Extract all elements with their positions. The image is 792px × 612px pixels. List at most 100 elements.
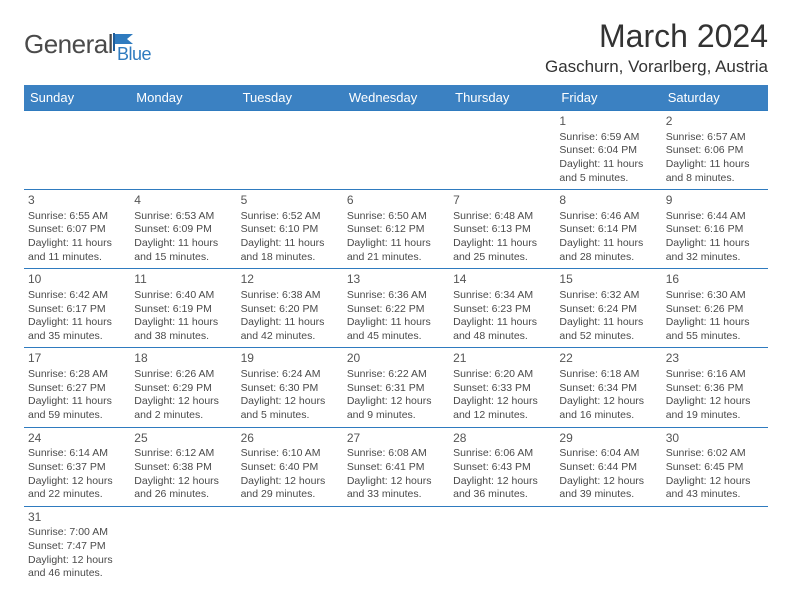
calendar-day-cell: 4Sunrise: 6:53 AMSunset: 6:09 PMDaylight… — [130, 190, 236, 269]
day-number: 28 — [453, 431, 551, 447]
sunset-text: Sunset: 6:30 PM — [241, 382, 339, 396]
sunset-text: Sunset: 6:33 PM — [453, 382, 551, 396]
sunrise-text: Sunrise: 6:40 AM — [134, 289, 232, 303]
sunrise-text: Sunrise: 6:02 AM — [666, 447, 764, 461]
day-header: Friday — [555, 85, 661, 111]
sunrise-text: Sunrise: 6:59 AM — [559, 131, 657, 145]
calendar-day-cell: 12Sunrise: 6:38 AMSunset: 6:20 PMDayligh… — [237, 269, 343, 348]
calendar-day-cell: 2Sunrise: 6:57 AMSunset: 6:06 PMDaylight… — [662, 111, 768, 190]
day-number: 23 — [666, 351, 764, 367]
daylight-text: Daylight: 12 hours and 2 minutes. — [134, 395, 232, 422]
day-header: Wednesday — [343, 85, 449, 111]
calendar-day-cell: 17Sunrise: 6:28 AMSunset: 6:27 PMDayligh… — [24, 348, 130, 427]
calendar-week-row: 1Sunrise: 6:59 AMSunset: 6:04 PMDaylight… — [24, 111, 768, 190]
calendar-empty-cell — [237, 111, 343, 190]
sunrise-text: Sunrise: 6:42 AM — [28, 289, 126, 303]
sunrise-text: Sunrise: 6:12 AM — [134, 447, 232, 461]
sunrise-text: Sunrise: 6:57 AM — [666, 131, 764, 145]
sunset-text: Sunset: 6:09 PM — [134, 223, 232, 237]
calendar-day-cell: 19Sunrise: 6:24 AMSunset: 6:30 PMDayligh… — [237, 348, 343, 427]
calendar-day-cell: 14Sunrise: 6:34 AMSunset: 6:23 PMDayligh… — [449, 269, 555, 348]
calendar-day-cell: 1Sunrise: 6:59 AMSunset: 6:04 PMDaylight… — [555, 111, 661, 190]
calendar-day-cell: 20Sunrise: 6:22 AMSunset: 6:31 PMDayligh… — [343, 348, 449, 427]
day-number: 19 — [241, 351, 339, 367]
calendar-empty-cell — [449, 111, 555, 190]
sunset-text: Sunset: 6:34 PM — [559, 382, 657, 396]
sunrise-text: Sunrise: 6:52 AM — [241, 210, 339, 224]
day-number: 2 — [666, 114, 764, 130]
sunset-text: Sunset: 6:23 PM — [453, 303, 551, 317]
calendar-day-cell: 27Sunrise: 6:08 AMSunset: 6:41 PMDayligh… — [343, 427, 449, 506]
daylight-text: Daylight: 12 hours and 26 minutes. — [134, 475, 232, 502]
calendar-day-cell: 5Sunrise: 6:52 AMSunset: 6:10 PMDaylight… — [237, 190, 343, 269]
sunset-text: Sunset: 6:43 PM — [453, 461, 551, 475]
calendar-day-cell: 22Sunrise: 6:18 AMSunset: 6:34 PMDayligh… — [555, 348, 661, 427]
sunrise-text: Sunrise: 6:24 AM — [241, 368, 339, 382]
day-number: 25 — [134, 431, 232, 447]
sunset-text: Sunset: 6:06 PM — [666, 144, 764, 158]
sunrise-text: Sunrise: 7:00 AM — [28, 526, 126, 540]
sunrise-text: Sunrise: 6:53 AM — [134, 210, 232, 224]
day-number: 30 — [666, 431, 764, 447]
sunset-text: Sunset: 6:04 PM — [559, 144, 657, 158]
day-number: 15 — [559, 272, 657, 288]
calendar-day-cell: 10Sunrise: 6:42 AMSunset: 6:17 PMDayligh… — [24, 269, 130, 348]
daylight-text: Daylight: 11 hours and 38 minutes. — [134, 316, 232, 343]
calendar-header-row: SundayMondayTuesdayWednesdayThursdayFrid… — [24, 85, 768, 111]
calendar-empty-cell — [662, 506, 768, 585]
day-number: 10 — [28, 272, 126, 288]
sunrise-text: Sunrise: 6:28 AM — [28, 368, 126, 382]
sunrise-text: Sunrise: 6:20 AM — [453, 368, 551, 382]
sunset-text: Sunset: 6:14 PM — [559, 223, 657, 237]
day-number: 31 — [28, 510, 126, 526]
day-number: 4 — [134, 193, 232, 209]
day-number: 3 — [28, 193, 126, 209]
sunrise-text: Sunrise: 6:06 AM — [453, 447, 551, 461]
day-number: 22 — [559, 351, 657, 367]
day-number: 14 — [453, 272, 551, 288]
calendar-empty-cell — [343, 111, 449, 190]
brand-text-general: General — [24, 29, 113, 60]
sunset-text: Sunset: 6:20 PM — [241, 303, 339, 317]
calendar-day-cell: 24Sunrise: 6:14 AMSunset: 6:37 PMDayligh… — [24, 427, 130, 506]
day-number: 20 — [347, 351, 445, 367]
calendar-empty-cell — [130, 506, 236, 585]
day-number: 27 — [347, 431, 445, 447]
calendar-empty-cell — [449, 506, 555, 585]
brand-logo: General Blue — [24, 24, 151, 65]
sunset-text: Sunset: 6:38 PM — [134, 461, 232, 475]
day-number: 24 — [28, 431, 126, 447]
sunrise-text: Sunrise: 6:50 AM — [347, 210, 445, 224]
day-number: 7 — [453, 193, 551, 209]
daylight-text: Daylight: 11 hours and 35 minutes. — [28, 316, 126, 343]
calendar-day-cell: 26Sunrise: 6:10 AMSunset: 6:40 PMDayligh… — [237, 427, 343, 506]
calendar-empty-cell — [555, 506, 661, 585]
calendar-day-cell: 8Sunrise: 6:46 AMSunset: 6:14 PMDaylight… — [555, 190, 661, 269]
sunset-text: Sunset: 6:44 PM — [559, 461, 657, 475]
brand-text-blue: Blue — [117, 44, 151, 65]
daylight-text: Daylight: 11 hours and 5 minutes. — [559, 158, 657, 185]
calendar-empty-cell — [343, 506, 449, 585]
daylight-text: Daylight: 11 hours and 55 minutes. — [666, 316, 764, 343]
calendar-day-cell: 29Sunrise: 6:04 AMSunset: 6:44 PMDayligh… — [555, 427, 661, 506]
calendar-table: SundayMondayTuesdayWednesdayThursdayFrid… — [24, 85, 768, 585]
sunrise-text: Sunrise: 6:38 AM — [241, 289, 339, 303]
daylight-text: Daylight: 11 hours and 42 minutes. — [241, 316, 339, 343]
calendar-day-cell: 7Sunrise: 6:48 AMSunset: 6:13 PMDaylight… — [449, 190, 555, 269]
page-header: General Blue March 2024 Gaschurn, Vorarl… — [24, 18, 768, 77]
day-header: Monday — [130, 85, 236, 111]
calendar-day-cell: 18Sunrise: 6:26 AMSunset: 6:29 PMDayligh… — [130, 348, 236, 427]
sunset-text: Sunset: 6:07 PM — [28, 223, 126, 237]
day-number: 29 — [559, 431, 657, 447]
sunrise-text: Sunrise: 6:08 AM — [347, 447, 445, 461]
daylight-text: Daylight: 11 hours and 21 minutes. — [347, 237, 445, 264]
day-number: 9 — [666, 193, 764, 209]
daylight-text: Daylight: 11 hours and 48 minutes. — [453, 316, 551, 343]
sunset-text: Sunset: 6:19 PM — [134, 303, 232, 317]
daylight-text: Daylight: 12 hours and 19 minutes. — [666, 395, 764, 422]
calendar-day-cell: 23Sunrise: 6:16 AMSunset: 6:36 PMDayligh… — [662, 348, 768, 427]
sunrise-text: Sunrise: 6:26 AM — [134, 368, 232, 382]
title-block: March 2024 Gaschurn, Vorarlberg, Austria — [545, 18, 768, 77]
calendar-day-cell: 30Sunrise: 6:02 AMSunset: 6:45 PMDayligh… — [662, 427, 768, 506]
calendar-week-row: 10Sunrise: 6:42 AMSunset: 6:17 PMDayligh… — [24, 269, 768, 348]
